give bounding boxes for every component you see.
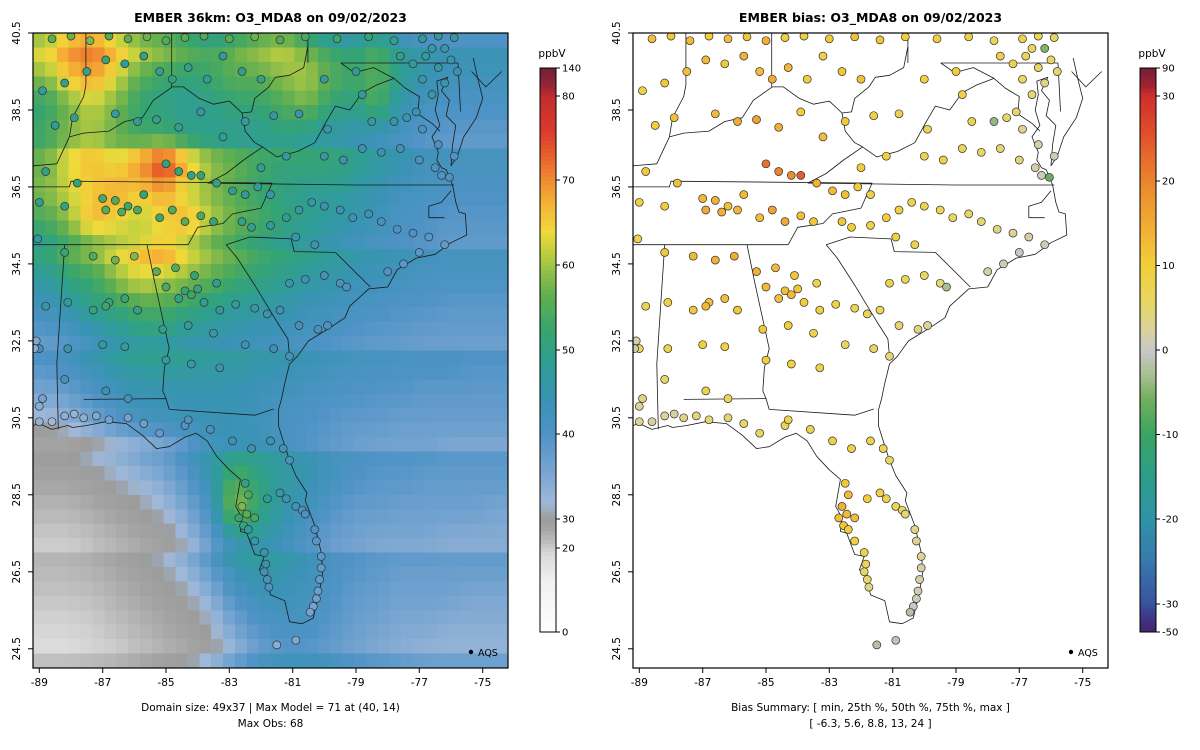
model-map-title: EMBER 36km: O3_MDA8 on 09/02/2023 [134,10,407,25]
aqs-station-dots [33,33,462,650]
svg-text:34.5: 34.5 [611,252,623,275]
svg-text:26.5: 26.5 [611,560,623,583]
svg-text:-10: -10 [1162,430,1178,441]
svg-text:90: 90 [1162,64,1175,75]
svg-text:-75: -75 [474,677,491,689]
svg-text:40: 40 [562,430,575,441]
state-borders [633,33,1102,625]
svg-text:AQS: AQS [1078,648,1098,659]
svg-text:-83: -83 [821,677,838,689]
svg-text:-83: -83 [221,677,238,689]
svg-text:30: 30 [562,515,575,526]
svg-text:0: 0 [562,628,568,639]
svg-text:AQS: AQS [478,648,498,659]
svg-text:70: 70 [562,176,575,187]
svg-text:-81: -81 [884,677,901,689]
plot-border [32,32,509,669]
svg-text:32.5: 32.5 [611,329,623,352]
bias-map-title: EMBER bias: O3_MDA8 on 09/02/2023 [738,10,1003,25]
svg-text:0: 0 [1162,346,1168,357]
aqs-station-dots [633,33,1062,650]
model-map-plot: -89 -87 -85 -83 -81 -79 -77 -75 24.5 26.5 28.5 30.5… [11,21,581,689]
y-axis: 24.5 26.5 28.5 30.5 32.5 34.5 36.5 38.5 40.5 [11,21,33,660]
svg-text:32.5: 32.5 [11,329,23,352]
svg-text:60: 60 [562,260,575,271]
plot-border [632,32,1109,669]
svg-text:50: 50 [562,346,575,357]
svg-text:28.5: 28.5 [11,483,23,506]
svg-text:30.5: 30.5 [611,406,623,429]
colorbar-units-label: ppbV [1138,48,1166,60]
svg-text:-87: -87 [694,677,711,689]
svg-text:-50: -50 [1162,628,1178,639]
svg-text:30: 30 [1162,92,1175,103]
svg-text:-77: -77 [411,677,428,689]
svg-text:-81: -81 [284,677,301,689]
svg-text:-30: -30 [1162,599,1178,610]
svg-text:38.5: 38.5 [611,98,623,121]
bias-map-plot: -89 -87 -85 -83 -81 -79 -77 -75 24.5 26.5 28.5 30.5… [611,21,1178,689]
svg-text:24.5: 24.5 [611,637,623,660]
svg-text:24.5: 24.5 [11,637,23,660]
svg-text:26.5: 26.5 [11,560,23,583]
y-axis: 24.5 26.5 28.5 30.5 32.5 34.5 36.5 38.5 40.5 [611,21,633,660]
aqs-legend: AQS [1068,648,1098,659]
colorbar-units-label: ppbV [538,48,566,60]
svg-text:30.5: 30.5 [11,406,23,429]
svg-text:-79: -79 [347,677,364,689]
svg-text:36.5: 36.5 [11,175,23,198]
svg-text:-89: -89 [631,677,648,689]
svg-text:-75: -75 [1074,677,1091,689]
svg-text:36.5: 36.5 [611,175,623,198]
svg-text:20: 20 [562,544,575,555]
svg-text:80: 80 [562,92,575,103]
aqs-legend-dot [468,649,474,655]
svg-text:38.5: 38.5 [11,98,23,121]
svg-text:20: 20 [1162,176,1175,187]
svg-text:40.5: 40.5 [611,21,623,44]
svg-text:-89: -89 [31,677,48,689]
aqs-legend-dot [1068,649,1074,655]
svg-text:-79: -79 [947,677,964,689]
colorbar: 0 20 30 40 50 60 70 80 140 ppbV [538,48,581,639]
svg-text:-77: -77 [1011,677,1028,689]
aqs-legend: AQS [468,648,498,659]
bias-summary-caption-line1: Bias Summary: [ min, 25th %, 50th %, 75t… [731,702,1010,714]
svg-text:10: 10 [1162,261,1175,272]
svg-text:28.5: 28.5 [611,483,623,506]
model-map-caption-line2: Max Obs: 68 [237,718,304,730]
model-map-caption-line1: Domain size: 49x37 | Max Model = 71 at (… [141,702,400,714]
x-axis: -89 -87 -85 -83 -81 -79 -77 -75 [31,668,491,689]
colorbar: -50 -30 -20 -10 0 10 20 30 90 ppbV [1138,48,1178,639]
svg-text:34.5: 34.5 [11,252,23,275]
svg-text:-85: -85 [757,677,774,689]
svg-text:-87: -87 [94,677,111,689]
svg-text:140: 140 [562,64,581,75]
svg-text:-85: -85 [157,677,174,689]
x-axis: -89 -87 -85 -83 -81 -79 -77 -75 [631,668,1091,689]
svg-text:-20: -20 [1162,515,1178,526]
svg-text:40.5: 40.5 [11,21,23,44]
bias-summary-caption-line2: [ -6.3, 5.6, 8.8, 13, 24 ] [809,718,932,730]
